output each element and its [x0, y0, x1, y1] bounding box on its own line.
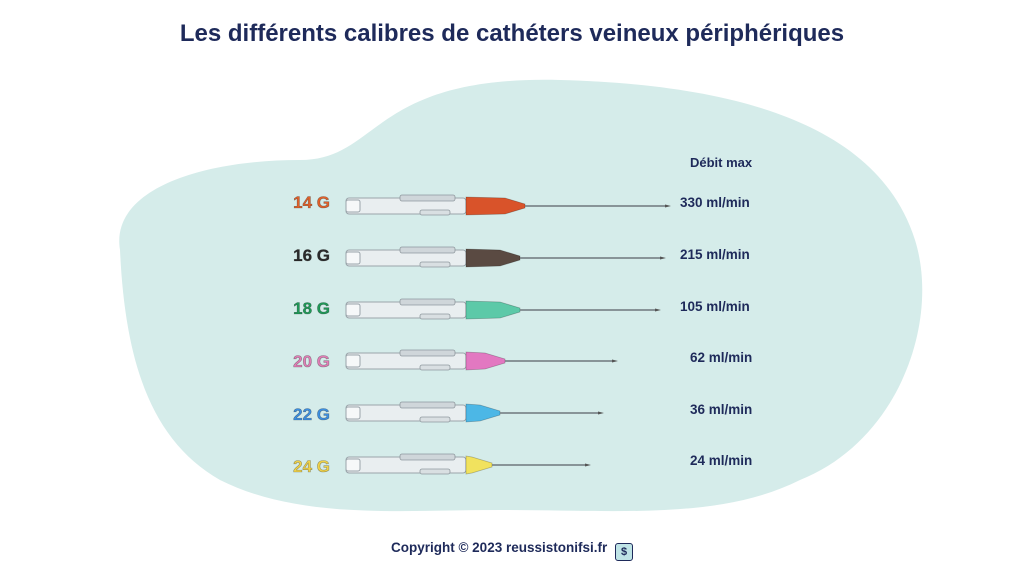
gauge-label: 18 G	[293, 299, 330, 319]
needle-tip	[665, 204, 671, 208]
catheter-grip	[399, 298, 456, 306]
catheter-grip	[399, 349, 456, 357]
catheter-plug	[345, 406, 361, 420]
catheter-hub	[465, 248, 521, 268]
dollar-book-icon: $	[615, 543, 634, 561]
catheter-wing	[419, 261, 451, 268]
page-title: Les différents calibres de cathéters vei…	[179, 20, 845, 47]
flow-rate: 330 ml/min	[680, 195, 750, 210]
flow-rate: 24 ml/min	[690, 453, 753, 468]
catheter-plug	[345, 199, 361, 213]
catheter-hub	[465, 351, 506, 371]
catheter-grip	[399, 453, 456, 461]
catheter-hub	[465, 455, 493, 475]
needle-tip	[660, 256, 666, 260]
catheter-wing	[419, 416, 451, 423]
flow-rate: 36 ml/min	[690, 402, 753, 417]
catheter-hub	[465, 403, 501, 423]
catheter-wing	[419, 364, 451, 371]
flow-rate: 215 ml/min	[680, 247, 750, 262]
gauge-label: 14 G	[293, 193, 330, 213]
copyright-text: Copyright © 2023 reussistonifsi.fr	[390, 540, 608, 555]
catheter-hub	[465, 196, 526, 216]
gauge-label: 24 G	[293, 457, 330, 477]
catheter-grip	[399, 246, 456, 254]
catheter-wing	[419, 313, 451, 320]
catheter-wing	[419, 468, 451, 475]
catheter-plug	[345, 303, 361, 317]
catheter-wing	[419, 209, 451, 216]
catheter-plug	[345, 251, 361, 265]
needle-tip	[655, 308, 661, 312]
flow-rate: 62 ml/min	[690, 350, 753, 365]
catheter-plug	[345, 458, 361, 472]
catheter-plug	[345, 354, 361, 368]
gauge-label: 16 G	[293, 246, 330, 266]
flow-rate: 105 ml/min	[680, 299, 750, 314]
needle-tip	[585, 463, 591, 467]
catheter-hub	[465, 300, 521, 320]
catheter-grip	[399, 194, 456, 202]
needle-tip	[612, 359, 618, 363]
gauge-label: 20 G	[293, 352, 330, 372]
needle-tip	[598, 411, 604, 415]
catheter-grip	[399, 401, 456, 409]
flow-column-header: Débit max	[690, 155, 753, 170]
footer: Copyright © 2023 reussistonifsi.fr $	[0, 540, 1024, 561]
gauge-label: 22 G	[293, 405, 330, 425]
